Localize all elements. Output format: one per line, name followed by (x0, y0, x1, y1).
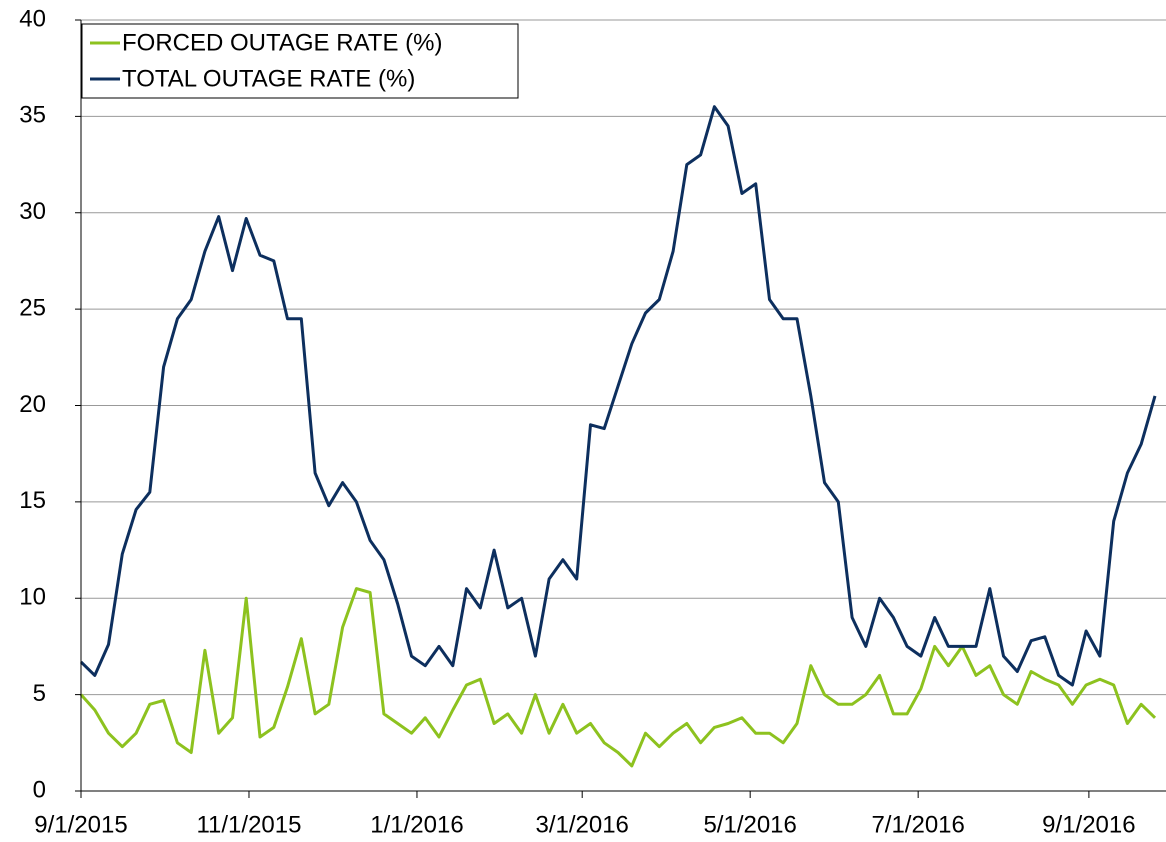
plot (79, 105, 1157, 768)
y-tick-label: 40 (19, 5, 46, 32)
y-tick-label: 35 (19, 102, 46, 129)
legend-box (81, 23, 519, 99)
legend-label: TOTAL OUTAGE RATE (%) (122, 65, 415, 92)
y-tick-label: 15 (19, 487, 46, 514)
grid (81, 19, 1166, 696)
y-tick-label: 20 (19, 391, 46, 418)
y-tick-label: 25 (19, 294, 46, 321)
x-tick-label: 1/1/2016 (370, 811, 463, 838)
y-tick-label: 10 (19, 584, 46, 611)
x-tick-label: 3/1/2016 (535, 811, 628, 838)
legend: FORCED OUTAGE RATE (%) TOTAL OUTAGE RATE… (81, 23, 519, 99)
x-tick-label: 7/1/2016 (871, 811, 964, 838)
y-tick-label: 0 (33, 776, 46, 803)
axes: 0 5 10 15 20 25 30 35 40 9/1/2015 11/1/2015 1/1/201… (19, 5, 1166, 838)
x-tick-label: 9/1/2016 (1042, 811, 1135, 838)
x-tick-label: 5/1/2016 (703, 811, 796, 838)
y-tick-label: 30 (19, 198, 46, 225)
x-tick-label: 11/1/2015 (196, 811, 301, 838)
series-line (79, 105, 1157, 687)
y-tick-label: 5 (33, 680, 46, 707)
x-tick-label: 9/1/2015 (34, 811, 127, 838)
series-line (79, 587, 1157, 768)
legend-label: FORCED OUTAGE RATE (%) (122, 29, 442, 56)
